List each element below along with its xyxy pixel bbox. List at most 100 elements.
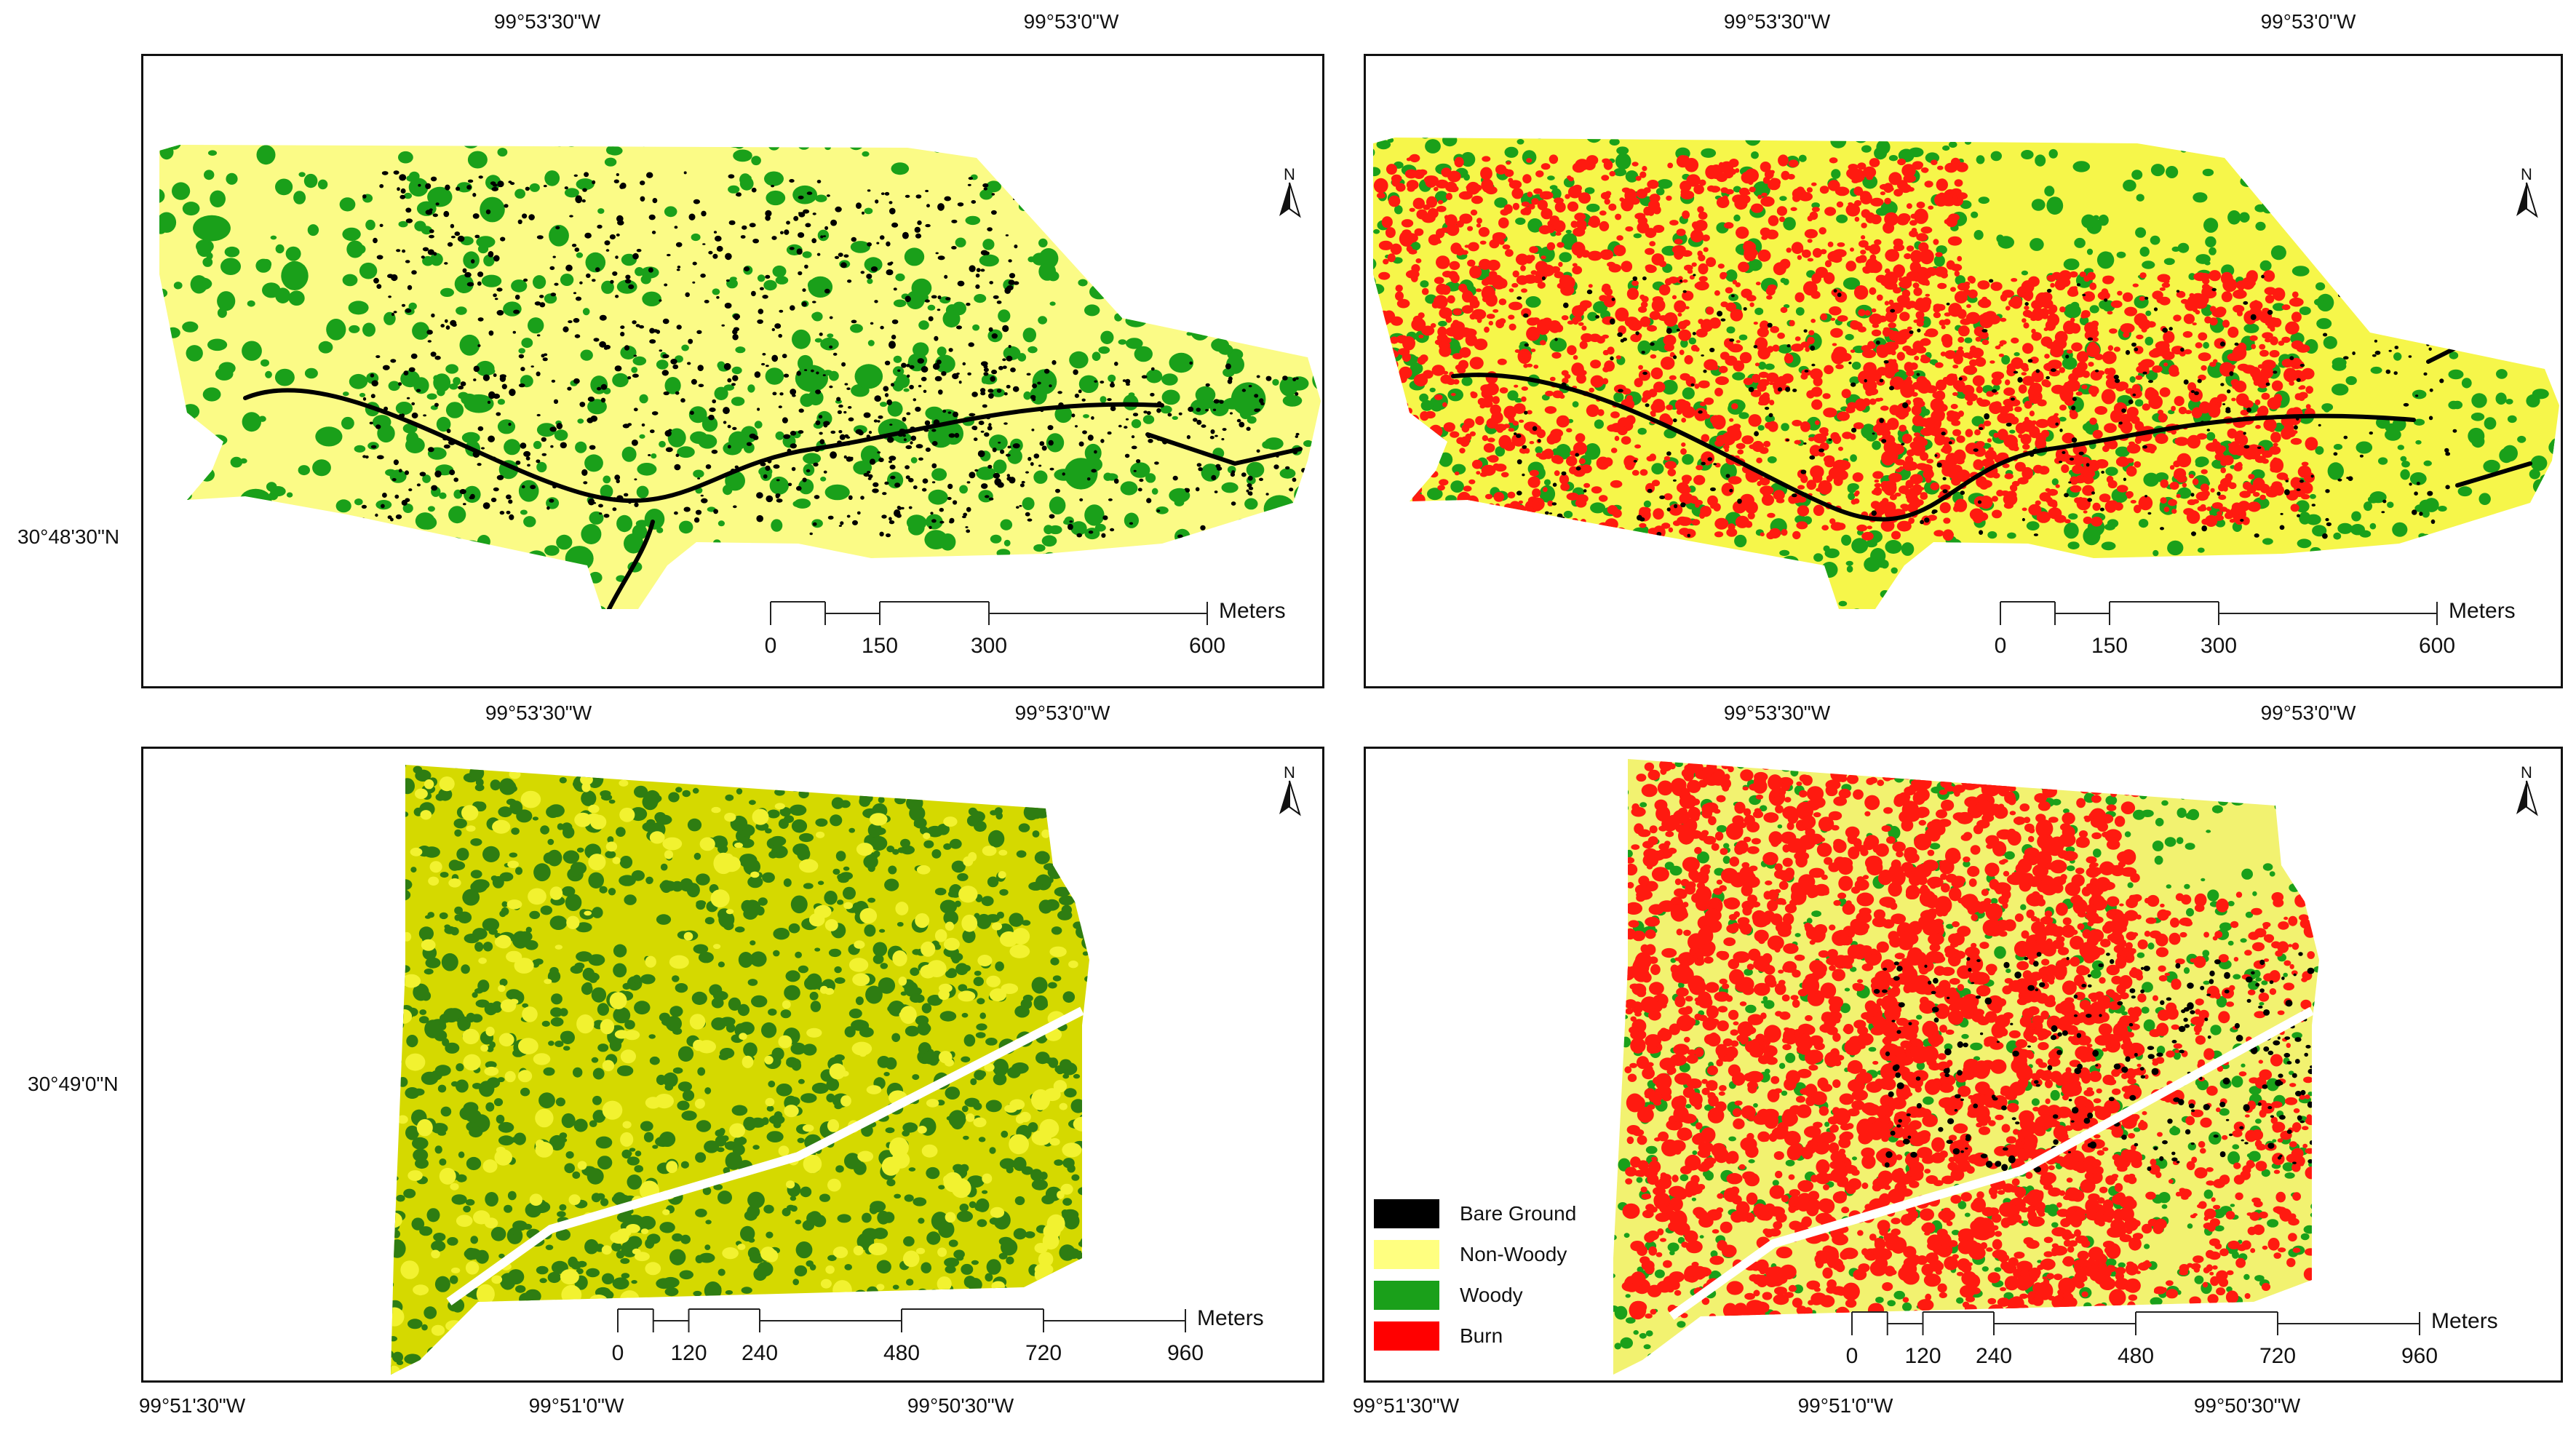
burn-patch <box>1751 204 1763 213</box>
burn-patch <box>1749 414 1762 426</box>
burn-patch <box>1649 453 1656 461</box>
woody-patch <box>633 73 647 83</box>
burn-patch <box>1386 416 1394 422</box>
woody-patch <box>1100 396 1107 402</box>
burn-patch <box>1462 424 1470 433</box>
woody-patch <box>1538 549 1552 558</box>
burn-patch <box>1415 258 1421 263</box>
burn-patch <box>1450 432 1459 438</box>
burn-patch <box>2273 443 2278 447</box>
bare-ground-patch <box>408 488 412 491</box>
bare-ground-patch <box>463 503 466 505</box>
woody-patch <box>1779 575 1790 583</box>
burn-patch <box>2305 386 2313 394</box>
woody-patch <box>1872 134 1879 140</box>
burn-patch <box>1394 522 1408 535</box>
bare-ground-patch <box>506 511 511 514</box>
burn-patch <box>1447 295 1455 303</box>
bare-ground-patch <box>913 398 917 401</box>
woody-patch <box>2400 284 2409 290</box>
woody-patch <box>1533 127 1546 139</box>
burn-patch <box>1907 327 1912 330</box>
woody-patch <box>924 530 947 549</box>
woody-patch <box>1450 480 1464 493</box>
bare-ground-patch <box>411 402 415 405</box>
woody-patch <box>223 648 231 653</box>
burn-patch <box>1532 488 1541 498</box>
bare-ground-patch <box>515 295 520 300</box>
bare-ground-patch <box>776 498 783 503</box>
woody-patch <box>891 162 910 175</box>
woody-patch <box>2084 589 2093 596</box>
burn-patch <box>1519 530 1527 536</box>
woody-patch <box>1185 269 1200 281</box>
bare-ground-patch <box>382 171 389 175</box>
burn-patch <box>1482 522 1492 531</box>
woody-patch <box>2544 143 2551 147</box>
woody-patch <box>1423 437 1439 452</box>
woody-patch <box>1516 92 1530 105</box>
bare-ground-patch <box>1114 362 1118 366</box>
woody-patch <box>695 122 731 146</box>
woody-patch <box>815 338 822 343</box>
bare-ground-patch <box>931 519 937 522</box>
woody-patch <box>1594 576 1606 588</box>
woody-patch <box>1089 285 1109 300</box>
burn-patch <box>2160 287 2166 291</box>
bare-ground-patch <box>830 220 837 226</box>
bare-ground-patch <box>752 239 759 243</box>
bare-ground-patch <box>1030 462 1034 466</box>
burn-patch <box>1700 402 1706 406</box>
bare-ground-patch <box>867 189 871 191</box>
bare-ground-patch <box>918 358 924 364</box>
bare-ground-patch <box>786 220 790 224</box>
woody-patch <box>976 466 995 480</box>
woody-patch <box>659 441 666 448</box>
bare-ground-patch <box>1179 413 1182 416</box>
woody-patch <box>1623 592 1634 603</box>
burn-patch <box>1795 336 1801 341</box>
woody-patch <box>859 122 866 129</box>
woody-patch <box>1609 554 1621 565</box>
woody-patch <box>170 527 177 534</box>
bare-ground-patch <box>401 188 406 194</box>
woody-patch <box>1188 90 1205 103</box>
woody-patch <box>1558 524 1569 531</box>
bare-ground-patch <box>463 269 467 273</box>
woody-patch <box>2027 123 2036 131</box>
burn-patch <box>1738 194 1751 204</box>
woody-patch <box>1295 245 1315 264</box>
burn-patch <box>1761 193 1767 196</box>
woody-patch <box>548 571 557 580</box>
woody-patch <box>2400 469 2409 480</box>
woody-patch <box>645 509 665 530</box>
bare-ground-patch <box>1225 363 1231 369</box>
woody-patch <box>1862 677 1870 685</box>
bare-ground-patch <box>977 268 981 272</box>
bare-ground-patch <box>493 183 498 186</box>
woody-patch <box>1647 619 1654 625</box>
scale-unit-label: Meters <box>1219 599 1286 624</box>
bare-ground-patch <box>731 383 736 386</box>
burn-patch <box>1899 311 1909 321</box>
woody-patch <box>1965 140 1971 145</box>
woody-patch <box>619 123 640 143</box>
burn-patch <box>1931 159 1938 165</box>
woody-patch <box>523 516 536 527</box>
woody-patch <box>2257 168 2272 178</box>
woody-patch <box>152 485 162 493</box>
burn-patch <box>1819 227 1826 234</box>
bare-ground-patch <box>779 392 783 395</box>
bare-ground-patch <box>1249 487 1253 490</box>
burn-patch <box>1482 435 1488 441</box>
woody-patch <box>690 432 708 444</box>
woody-patch <box>1482 91 1497 106</box>
burn-patch <box>1768 230 1775 236</box>
woody-patch <box>731 397 744 406</box>
woody-patch <box>1459 62 1471 69</box>
bare-ground-patch <box>921 366 929 373</box>
bare-ground-patch <box>599 512 602 514</box>
burn-patch <box>1869 314 1883 325</box>
bare-ground-patch <box>420 472 426 476</box>
woody-patch <box>480 197 505 223</box>
